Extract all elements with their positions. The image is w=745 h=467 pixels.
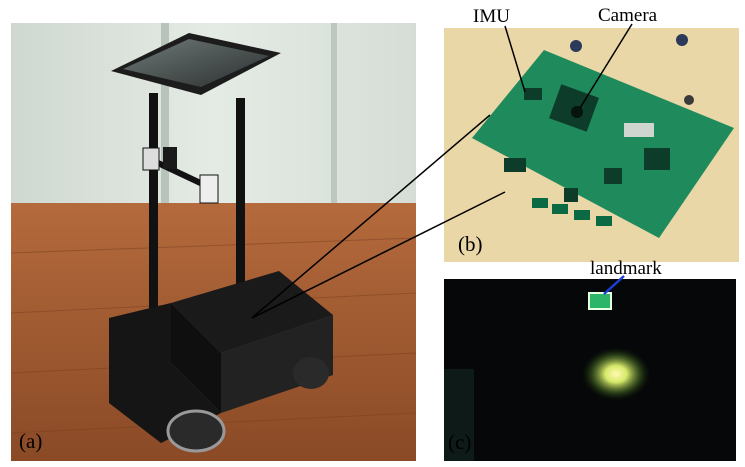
imu-chip: [524, 88, 542, 100]
light-spot: [580, 346, 652, 402]
panel-a-robot-photo: (a): [11, 23, 416, 461]
panel-label-c: (c): [448, 430, 472, 454]
robot-illustration: [11, 23, 416, 461]
imu-label: IMU: [473, 6, 510, 27]
tablet-screen: [123, 39, 269, 87]
wheel-icon: [166, 409, 226, 453]
panel-c-camera-view: (c): [444, 279, 736, 461]
panel-label-b: (b): [458, 232, 483, 256]
camera-frame: [444, 279, 736, 461]
camera-label: Camera: [598, 5, 658, 26]
camera-mount-icon: [142, 147, 160, 171]
pole-right: [236, 98, 245, 298]
camera-mount-icon: [199, 174, 219, 204]
landmark-label: landmark: [590, 258, 662, 279]
chassis: [109, 303, 221, 443]
board-illustration: [444, 28, 739, 262]
pole-left: [149, 93, 158, 323]
dark-edge: [444, 369, 474, 461]
wheel-icon: [293, 357, 329, 389]
camera-lens-icon: [571, 106, 583, 118]
robot-base-side: [171, 303, 221, 413]
landmark-box: [588, 292, 612, 310]
wall-frame: [161, 23, 169, 213]
wall-frame: [331, 23, 337, 213]
panel-label-a: (a): [19, 429, 43, 453]
sensor-icon: [163, 147, 177, 169]
robot-base-front: [221, 315, 333, 413]
panel-b-circuit-board: (b): [444, 28, 739, 262]
